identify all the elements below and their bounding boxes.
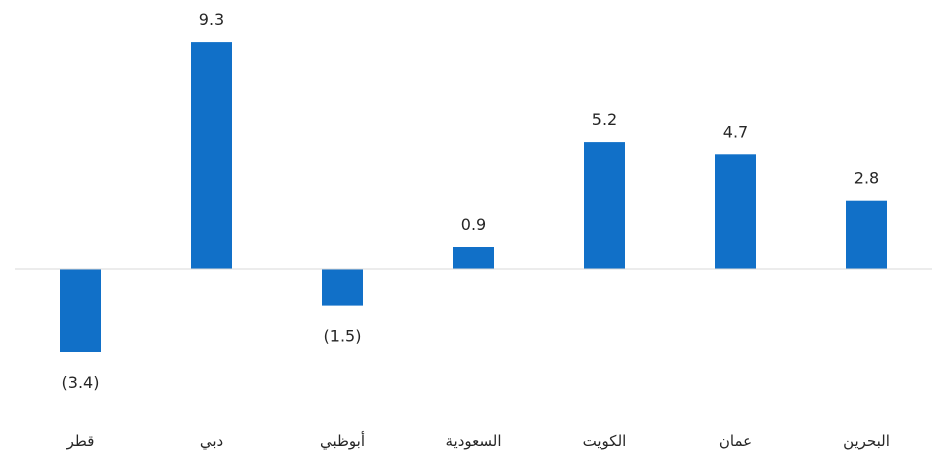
bar-4	[584, 142, 625, 269]
bar-1	[191, 42, 232, 269]
bar-5	[715, 154, 756, 269]
value-label-3: 0.9	[461, 215, 486, 234]
category-label-5: عمان	[719, 432, 752, 450]
category-label-3: السعودية	[445, 432, 501, 450]
bar-0	[60, 269, 101, 352]
value-labels-layer: (3.4) 9.3 (1.5) 0.9 5.2 4.7 2.8	[62, 10, 880, 392]
category-label-4: الكويت	[583, 432, 627, 450]
bars-layer	[60, 42, 887, 352]
category-labels-layer: قطر دبي أبوظبي السعودية الكويت عمان البحرين	[66, 431, 890, 451]
value-label-6: 2.8	[854, 169, 879, 188]
category-label-1: دبي	[200, 432, 223, 451]
value-label-4: 5.2	[592, 110, 617, 129]
category-label-6: البحرين	[843, 432, 890, 450]
value-label-2: (1.5)	[324, 327, 362, 346]
bar-3	[453, 247, 494, 269]
bar-6	[846, 200, 887, 269]
value-label-5: 4.7	[723, 122, 748, 141]
category-label-2: أبوظبي	[320, 431, 365, 451]
value-label-0: (3.4)	[62, 373, 100, 392]
bar-2	[322, 269, 363, 306]
category-label-0: قطر	[66, 432, 95, 450]
value-label-1: 9.3	[199, 10, 224, 29]
